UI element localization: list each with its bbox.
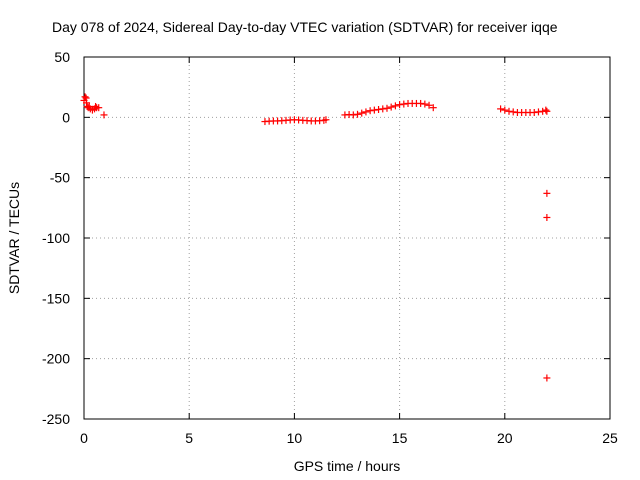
x-tick-label: 15	[392, 430, 408, 446]
data-point	[417, 99, 425, 107]
data-point	[366, 107, 374, 115]
y-axis-label: SDTVAR / TECUs	[6, 182, 22, 294]
x-tick-label: 10	[287, 430, 303, 446]
x-tick-label: 5	[185, 430, 193, 446]
x-axis: 0 5 10 15 20 25	[80, 57, 618, 446]
data-point	[543, 213, 551, 221]
data-point	[391, 102, 399, 110]
y-tick-label: -50	[50, 170, 70, 186]
data-point	[400, 100, 408, 108]
data-point	[542, 106, 550, 114]
y-axis: -250 -200 -150 -100 -50 0 50	[42, 49, 610, 427]
data-point	[505, 107, 513, 115]
y-tick-label: -200	[42, 351, 70, 367]
data-point	[429, 104, 437, 112]
data-point	[375, 105, 383, 113]
x-tick-label: 25	[602, 430, 618, 446]
data-point	[509, 108, 517, 116]
plot-frame	[83, 56, 611, 420]
y-tick-label: 50	[54, 49, 70, 65]
data-point	[379, 105, 387, 113]
data-point	[543, 107, 551, 115]
data-point	[497, 105, 505, 113]
data-point	[81, 93, 89, 101]
x-tick-label: 0	[80, 430, 88, 446]
x-axis-label: GPS time / hours	[294, 458, 401, 474]
data-point	[421, 100, 429, 108]
data-point	[322, 116, 330, 124]
data-point	[543, 189, 551, 197]
data-point	[530, 109, 538, 117]
data-point	[543, 374, 551, 382]
data-point	[396, 101, 404, 109]
data-point	[370, 106, 378, 114]
data-point	[358, 109, 366, 117]
y-tick-label: -250	[42, 411, 70, 427]
data-point	[501, 106, 509, 114]
grid-lines	[84, 57, 610, 419]
data-point	[534, 108, 542, 116]
data-point	[349, 111, 357, 119]
y-tick-label: 0	[62, 109, 70, 125]
data-point	[92, 102, 100, 110]
data-points	[80, 93, 551, 382]
data-point	[95, 104, 103, 112]
data-point	[425, 101, 433, 109]
y-tick-label: -150	[42, 290, 70, 306]
chart-title: Day 078 of 2024, Sidereal Day-to-day VTE…	[52, 19, 558, 35]
x-tick-label: 20	[497, 430, 513, 446]
data-point	[83, 99, 91, 107]
data-point	[387, 103, 395, 111]
y-tick-label: -100	[42, 230, 70, 246]
data-point	[354, 110, 362, 118]
data-point	[100, 111, 108, 119]
data-point	[362, 108, 370, 116]
data-point	[383, 104, 391, 112]
